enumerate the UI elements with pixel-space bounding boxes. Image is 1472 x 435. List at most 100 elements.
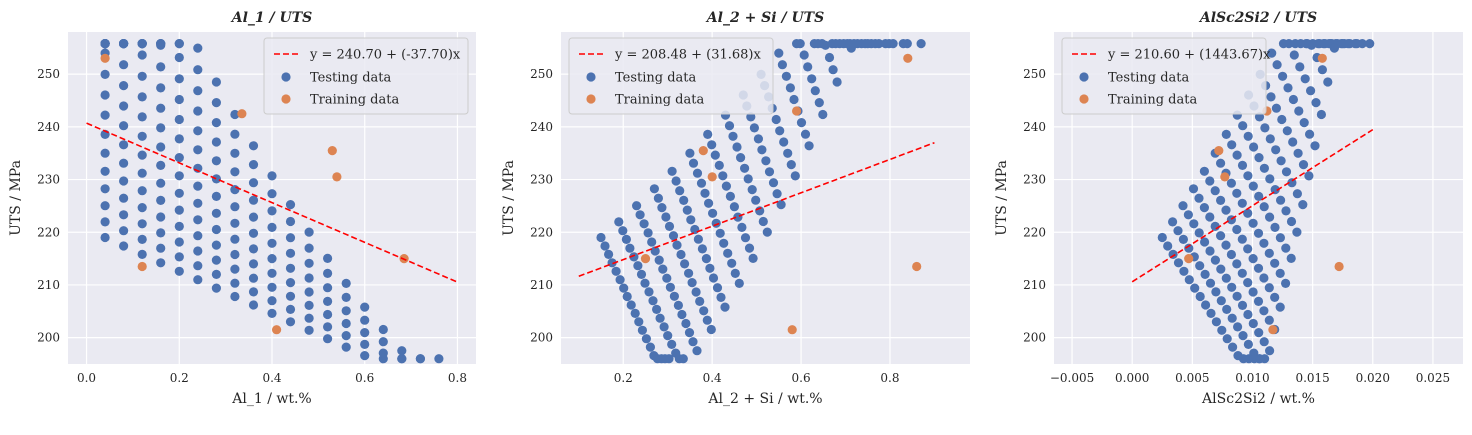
testing-data-point <box>708 208 718 218</box>
testing-data-point <box>1226 178 1236 188</box>
testing-data-point <box>1254 191 1264 201</box>
testing-data-point <box>1278 71 1288 81</box>
testing-data-point <box>211 283 221 293</box>
testing-data-point <box>248 259 259 269</box>
testing-data-point <box>774 48 784 58</box>
testing-data-point <box>874 39 884 49</box>
x-tick-label: 0.8 <box>448 371 467 385</box>
testing-data-point <box>1205 212 1215 222</box>
testing-data-point <box>634 317 644 327</box>
testing-data-point <box>706 324 716 335</box>
testing-data-point <box>1201 300 1211 310</box>
testing-data-point <box>1317 65 1327 75</box>
y-tick-label: 200 <box>530 331 553 345</box>
testing-data-point <box>619 283 629 293</box>
testing-data-point <box>360 339 370 349</box>
testing-data-point <box>1265 174 1275 184</box>
testing-data-point <box>714 160 724 170</box>
testing-data-point <box>702 315 712 325</box>
testing-data-point <box>1298 160 1309 170</box>
testing-data-point <box>707 140 717 150</box>
legend: y = 210.60 + (1443.67)x Testing data Train… <box>1061 37 1271 115</box>
testing-data-point <box>615 275 625 285</box>
y-tick-label: 240 <box>530 120 553 134</box>
testing-data-point <box>174 94 184 105</box>
testing-data-point <box>267 206 277 216</box>
testing-data-point <box>832 77 842 87</box>
fit-line <box>578 141 935 278</box>
testing-data-point <box>174 74 184 84</box>
testing-data-point <box>625 243 635 253</box>
testing-data-point <box>323 253 333 263</box>
testing-data-point <box>640 278 650 288</box>
testing-data-point <box>696 178 707 188</box>
x-tick-label: 0.4 <box>703 371 722 385</box>
testing-data-point <box>156 228 166 238</box>
y-axis-label: UTS / MPa <box>501 160 517 236</box>
testing-data-point <box>1264 248 1274 258</box>
testing-data-point <box>916 39 926 49</box>
testing-data-point <box>1211 287 1221 297</box>
testing-data-point <box>285 248 296 258</box>
testing-data-point <box>1178 234 1188 244</box>
testing-data-point <box>621 234 632 244</box>
testing-data-point <box>1205 278 1216 288</box>
testing-data-point <box>1157 232 1167 243</box>
testing-data-point <box>211 156 221 166</box>
testing-data-point <box>1259 306 1269 316</box>
testing-data-point <box>699 306 709 316</box>
testing-data-point <box>267 189 277 199</box>
testing-data-point <box>1300 74 1310 84</box>
testing-data-point <box>156 142 166 152</box>
testing-data-point <box>1216 195 1226 205</box>
testing-data-point <box>119 140 129 150</box>
testing-data-point <box>119 39 129 49</box>
testing-data-point <box>1199 203 1209 213</box>
testing-data-point <box>211 98 221 108</box>
testing-data-point <box>397 354 407 364</box>
testing-data-point <box>1254 153 1264 163</box>
testing-data-point <box>119 226 129 236</box>
testing-data-point <box>193 86 203 96</box>
testing-data-point <box>1288 94 1298 105</box>
testing-data-point <box>1232 291 1242 301</box>
testing-data-point <box>681 318 691 329</box>
testing-data-point <box>682 205 692 215</box>
testing-data-point <box>1243 208 1253 218</box>
testing-data-point <box>100 148 110 158</box>
chart-title: Al_1 / UTS <box>230 10 313 26</box>
testing-data-point <box>1210 255 1220 265</box>
testing-data-point <box>672 240 682 250</box>
testing-data-point <box>799 50 809 60</box>
training-data-point <box>332 172 342 182</box>
testing-data-point <box>1292 189 1302 199</box>
testing-data-point <box>156 83 166 93</box>
testing-data-point <box>820 40 831 50</box>
testing-data-point <box>1271 103 1281 113</box>
chart-title: Al_2 + Si / UTS <box>705 10 824 26</box>
testing-data-point <box>1259 202 1269 212</box>
testing-data-point <box>211 191 221 201</box>
testing-data-point <box>1243 244 1253 254</box>
y-tick-label: 200 <box>1023 331 1046 345</box>
testing-data-point <box>649 184 660 194</box>
testing-data-point <box>285 291 296 301</box>
testing-data-point <box>434 354 444 364</box>
testing-data-point <box>100 201 110 211</box>
testing-data-point <box>1237 160 1248 170</box>
y-tick-label: 230 <box>530 173 553 187</box>
testing-data-point <box>156 62 166 72</box>
training-data-point <box>640 254 651 264</box>
testing-data-point <box>783 148 793 158</box>
testing-data-point <box>248 141 259 151</box>
testing-data-point <box>680 259 690 269</box>
legend: y = 240.70 + (-37.70)x Testing data Traini… <box>263 37 469 115</box>
testing-data-point <box>1178 201 1188 211</box>
testing-data-point <box>1260 123 1270 133</box>
testing-data-point <box>659 322 669 332</box>
testing-data-point <box>1243 171 1253 181</box>
testing-data-point <box>1216 231 1226 241</box>
testing-data-point <box>667 166 677 176</box>
testing-data-point <box>1276 156 1286 166</box>
testing-data-point <box>193 261 203 271</box>
